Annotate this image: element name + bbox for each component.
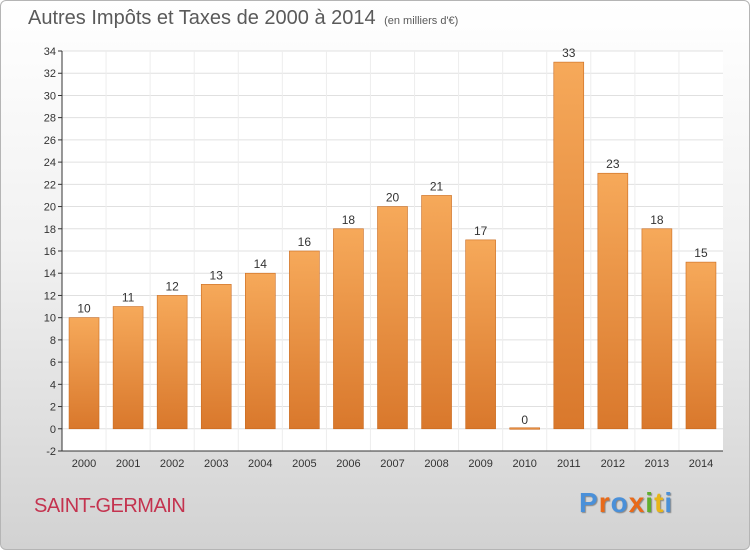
bar [377,206,408,430]
x-tick-label: 2013 [645,458,669,470]
y-tick-label: 20 [44,202,56,214]
proxiti-logo: Proxiti [579,487,673,519]
logo-letter: i [664,487,674,518]
bar [289,250,320,430]
x-tick-label: 2003 [204,458,228,470]
bar [333,228,364,430]
x-tick-label: 2012 [601,458,625,470]
y-tick-label: 28 [44,113,56,125]
x-tick-label: 2010 [512,458,536,470]
y-tick-label: 14 [44,268,56,280]
data-label: 16 [298,235,312,249]
logo-letter: t [654,487,665,518]
data-label: 18 [650,213,664,227]
data-label: 20 [386,191,400,205]
bar [509,427,540,430]
y-tick-label: 0 [50,424,56,436]
data-label: 12 [165,279,179,293]
bar [553,61,585,430]
data-label: 11 [122,291,135,305]
bar [641,228,673,430]
bar [421,195,452,430]
logo-letter: r [598,487,611,518]
bar [200,284,232,430]
y-tick-label: 6 [50,357,56,369]
x-tick-label: 2001 [116,458,140,470]
data-label: 14 [254,257,268,271]
x-tick-label: 2004 [248,458,272,470]
x-tick-label: 2009 [468,458,492,470]
data-label: 13 [210,268,224,282]
chart-title: Autres Impôts et Taxes de 2000 à 2014 [28,7,376,29]
data-label: 21 [430,179,444,193]
chart-title-block: Autres Impôts et Taxes de 2000 à 2014 (e… [28,7,458,30]
y-tick-label: 10 [44,313,56,325]
x-tick-label: 2000 [72,458,96,470]
data-label: 0 [521,413,528,427]
bar [245,272,276,430]
y-tick-label: 12 [44,290,56,302]
y-tick-label: 26 [44,135,56,147]
x-tick-label: 2006 [336,458,360,470]
y-tick-label: 18 [44,224,56,236]
bar [465,239,496,430]
logo-letter: x [628,487,646,518]
y-tick-label: 4 [50,379,56,391]
y-tick-label: 2 [50,402,56,414]
y-tick-label: 34 [44,46,56,58]
bar [685,261,717,430]
data-label: 17 [474,224,488,238]
logo-letter: P [579,487,599,518]
data-label: 10 [77,302,91,316]
x-tick-label: 2007 [380,458,404,470]
chart-unit: (en milliers d'€) [384,15,459,27]
data-label: 33 [562,46,576,60]
x-tick-label: 2011 [557,458,581,470]
logo-letter: o [610,487,629,518]
x-tick-label: 2008 [424,458,448,470]
bar [597,172,629,430]
y-tick-label: 32 [44,68,56,80]
y-tick-label: 22 [44,179,56,191]
bar [112,306,144,430]
y-tick-label: 16 [44,246,56,258]
data-label: 23 [606,157,620,171]
data-label: 15 [694,246,708,260]
data-label: 18 [342,213,356,227]
x-tick-label: 2014 [689,458,713,470]
bar [68,317,100,430]
bar [156,295,188,430]
y-tick-label: -2 [46,446,56,458]
logo-letter: i [645,487,655,518]
y-tick-label: 8 [50,335,56,347]
x-tick-label: 2002 [160,458,184,470]
y-tick-label: 24 [44,157,56,169]
x-tick-label: 2005 [292,458,316,470]
y-tick-label: 30 [44,90,56,102]
commune-name: SAINT-GERMAIN [34,495,186,517]
